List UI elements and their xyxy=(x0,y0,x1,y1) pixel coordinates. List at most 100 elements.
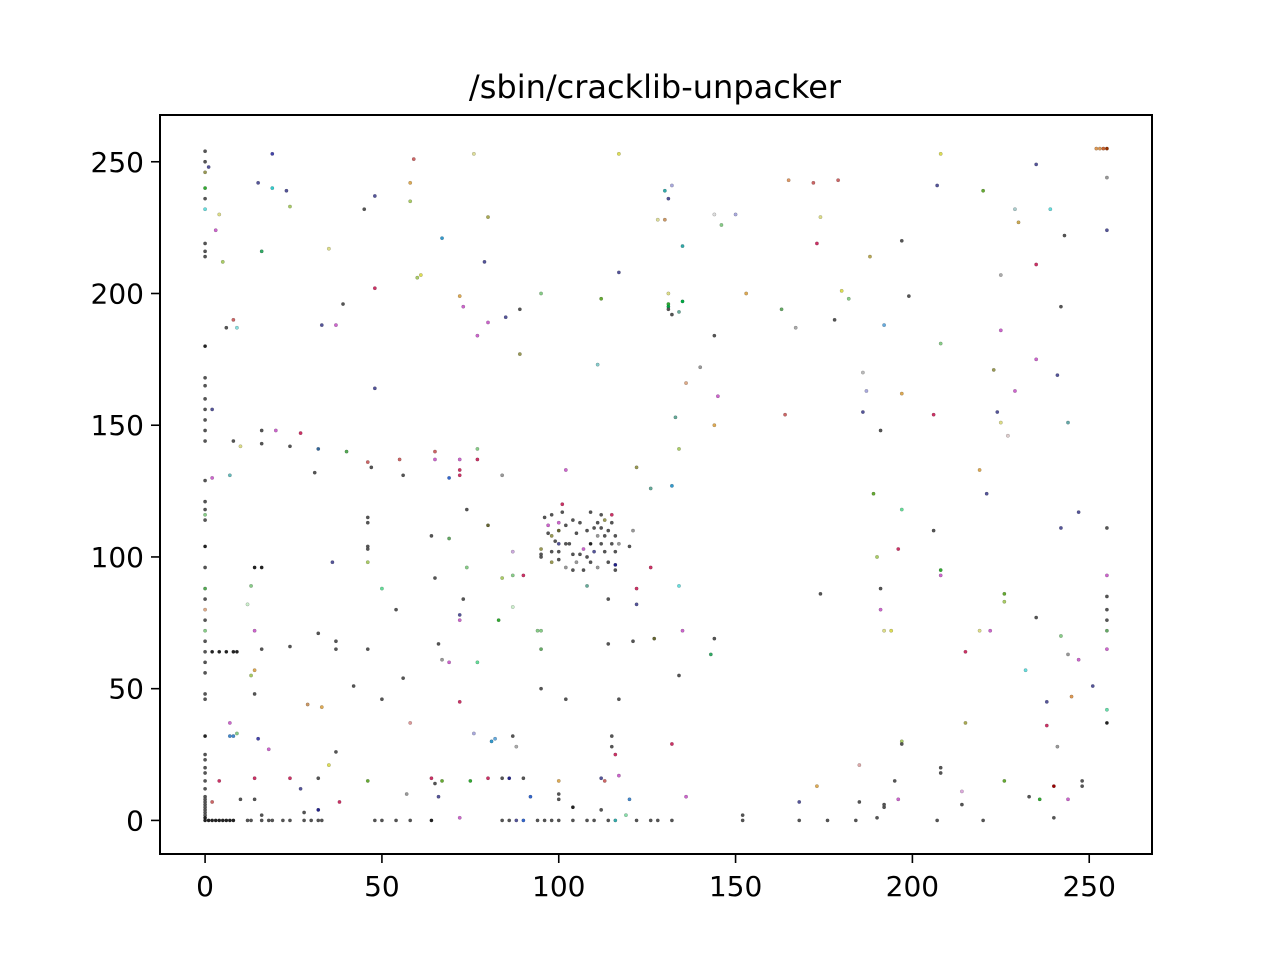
data-point xyxy=(401,676,406,681)
data-point xyxy=(203,418,207,422)
data-point xyxy=(475,457,480,462)
y-tick-label: 100 xyxy=(91,541,144,574)
data-point xyxy=(1105,707,1109,712)
data-point xyxy=(539,291,543,296)
data-point xyxy=(896,797,901,802)
data-point xyxy=(1105,647,1109,652)
data-point xyxy=(203,170,207,175)
data-point xyxy=(203,818,207,823)
data-point xyxy=(203,518,207,522)
data-point xyxy=(599,296,604,301)
data-point xyxy=(411,157,416,162)
data-point xyxy=(935,183,940,188)
data-point xyxy=(316,818,321,823)
data-point xyxy=(252,776,257,781)
data-point xyxy=(231,649,236,654)
data-point xyxy=(606,818,611,823)
data-point xyxy=(570,818,575,823)
data-point xyxy=(471,151,476,156)
data-point xyxy=(436,794,441,799)
data-point xyxy=(634,465,639,470)
data-point xyxy=(613,818,618,823)
data-point xyxy=(613,562,618,567)
data-point xyxy=(680,299,685,304)
x-tick-label: 250 xyxy=(1062,870,1115,903)
data-point xyxy=(252,692,257,696)
data-point xyxy=(599,541,604,546)
data-point xyxy=(203,639,207,644)
data-point xyxy=(857,800,862,804)
data-point xyxy=(380,586,384,591)
data-point xyxy=(259,813,264,818)
data-point xyxy=(556,797,561,802)
data-point xyxy=(227,818,232,823)
data-point xyxy=(471,731,476,736)
data-point xyxy=(316,447,321,451)
data-point xyxy=(553,539,558,544)
data-point xyxy=(570,518,575,522)
data-point xyxy=(719,223,724,227)
data-point xyxy=(931,412,936,417)
data-point xyxy=(486,215,490,219)
data-point xyxy=(288,818,292,823)
data-point xyxy=(832,317,837,322)
data-point xyxy=(447,660,452,665)
data-point xyxy=(270,151,275,156)
data-point xyxy=(235,649,239,654)
data-point xyxy=(464,565,469,570)
data-point xyxy=(231,317,236,322)
data-point xyxy=(1097,146,1102,151)
data-point xyxy=(588,541,593,546)
data-point xyxy=(613,533,618,538)
data-point xyxy=(203,375,207,380)
data-point xyxy=(677,584,681,588)
data-point xyxy=(698,365,703,370)
data-point xyxy=(539,547,543,551)
data-point xyxy=(662,188,667,193)
data-point xyxy=(677,447,681,451)
data-point xyxy=(1066,797,1070,802)
data-point xyxy=(673,415,678,420)
data-point xyxy=(606,528,611,533)
data-point xyxy=(1055,373,1060,378)
data-point xyxy=(839,288,844,293)
data-point xyxy=(351,684,356,688)
data-point xyxy=(500,776,505,781)
data-point xyxy=(588,560,593,565)
data-point xyxy=(563,523,568,528)
data-point xyxy=(595,362,600,367)
data-point xyxy=(1066,652,1070,657)
data-point xyxy=(585,584,589,588)
data-point xyxy=(203,565,207,570)
data-point xyxy=(334,750,338,754)
data-point xyxy=(938,573,943,578)
data-point xyxy=(475,333,480,338)
data-point xyxy=(899,507,904,512)
data-point xyxy=(203,778,207,783)
data-point xyxy=(256,736,261,741)
data-point xyxy=(231,439,236,443)
data-point xyxy=(606,597,611,601)
data-point xyxy=(963,721,968,725)
data-point xyxy=(500,576,505,580)
data-point xyxy=(563,468,568,472)
data-point xyxy=(882,802,887,807)
data-point xyxy=(461,597,466,601)
data-point xyxy=(217,778,222,783)
data-point xyxy=(510,605,515,609)
data-point xyxy=(609,520,614,525)
data-point xyxy=(510,549,515,554)
data-point xyxy=(326,763,331,767)
data-point xyxy=(878,607,883,612)
data-point xyxy=(288,644,292,649)
data-point xyxy=(549,818,554,823)
data-point xyxy=(588,510,593,515)
data-point xyxy=(217,818,222,823)
data-point xyxy=(585,528,589,533)
data-point xyxy=(556,557,561,562)
data-point xyxy=(372,194,377,198)
data-point xyxy=(853,818,858,823)
